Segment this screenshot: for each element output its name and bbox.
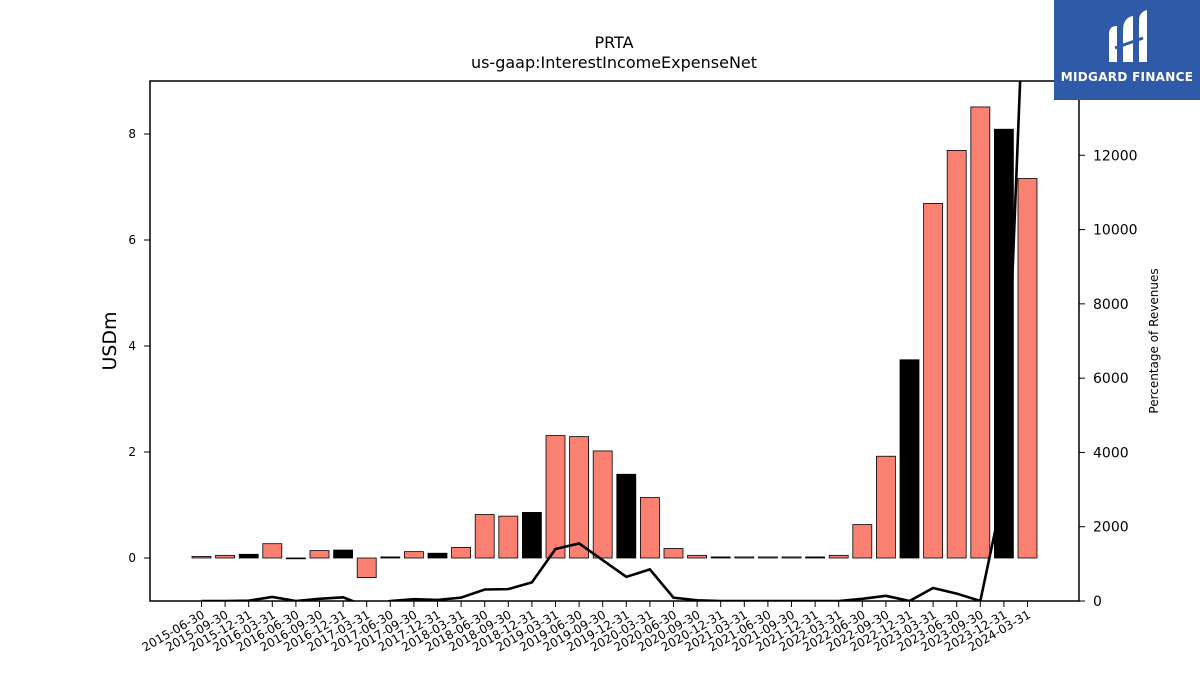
bar-2020-12-31	[710, 556, 731, 559]
y2-tick-label: 4000	[1093, 445, 1129, 461]
logo-icon	[1109, 10, 1147, 62]
midgard-logo: MIDGARD FINANCE	[1054, 0, 1200, 100]
y-tick-label: 6	[128, 233, 136, 247]
bar-2019-03-31	[545, 435, 566, 559]
bar-2022-06-30	[852, 524, 873, 559]
bar-2015-12-31	[238, 553, 259, 559]
y2-ticks: 0 2000 4000 6000 8000 10000 12000	[1079, 148, 1138, 610]
bar-2017-09-30	[403, 551, 424, 559]
bar-2017-03-31	[356, 557, 377, 579]
bar-2024-03-31	[1017, 178, 1038, 559]
bar-2015-06-30	[191, 556, 212, 559]
bar-2017-06-30	[380, 556, 401, 559]
bar-2020-03-31	[640, 497, 660, 559]
y2-tick-label: 0	[1093, 594, 1102, 610]
y2-tick-label: 12000	[1093, 148, 1138, 164]
bar-2016-03-31	[262, 543, 283, 559]
y-tick-label: 4	[128, 339, 136, 353]
y-tick-label: 2	[128, 445, 136, 459]
bar-2020-09-30	[687, 554, 707, 559]
bar-2022-12-31	[899, 359, 920, 559]
bar-2016-06-30	[285, 557, 306, 560]
plot-frame	[149, 80, 1080, 602]
chart-subtitle: us-gaap:InterestIncomeExpenseNet	[471, 53, 757, 72]
bar-2018-09-30	[498, 515, 519, 559]
y-axis-label: USDm	[99, 311, 121, 370]
line-group	[201, 81, 1022, 601]
bar-2023-03-31	[923, 203, 943, 559]
y-ticks: 0 2 4 6 8	[128, 127, 150, 565]
bars-group	[191, 106, 1038, 579]
pct-revenue-line	[201, 81, 1022, 601]
logo-text: MIDGARD FINANCE	[1060, 70, 1194, 84]
bar-2022-03-31	[828, 554, 849, 559]
y2-tick-label: 2000	[1093, 520, 1129, 536]
y-tick-label: 8	[128, 127, 136, 141]
bar-2021-12-31	[805, 556, 825, 559]
bar-2021-03-31	[734, 556, 755, 559]
bar-2016-12-31	[333, 549, 354, 559]
y2-tick-label: 6000	[1093, 371, 1129, 387]
bar-2022-09-30	[876, 455, 896, 559]
bar-2023-06-30	[946, 150, 967, 559]
y2-tick-label: 8000	[1093, 297, 1129, 313]
bar-2023-09-30	[970, 106, 991, 559]
chart-title: PRTA	[594, 33, 633, 52]
bar-2016-09-30	[309, 550, 330, 559]
bar-2023-12-31	[994, 128, 1014, 559]
bar-2018-03-31	[451, 547, 472, 559]
bar-2019-09-30	[592, 450, 613, 559]
bar-2015-09-30	[215, 554, 236, 559]
y2-tick-label: 10000	[1093, 223, 1138, 239]
bar-2021-06-30	[758, 556, 778, 559]
bar-2017-12-31	[427, 552, 448, 559]
bar-2018-06-30	[474, 514, 495, 559]
bar-2018-12-31	[522, 512, 542, 559]
bar-2020-06-30	[663, 548, 684, 559]
y2-axis-label: Percentage of Revenues	[1147, 268, 1161, 413]
x-ticks: 2015-06-302015-09-302015-12-312016-03-31…	[140, 601, 1033, 654]
y-tick-label: 0	[128, 551, 136, 565]
bar-2019-06-30	[569, 436, 589, 559]
bar-2021-09-30	[781, 556, 802, 559]
bar-2019-12-31	[616, 473, 637, 559]
